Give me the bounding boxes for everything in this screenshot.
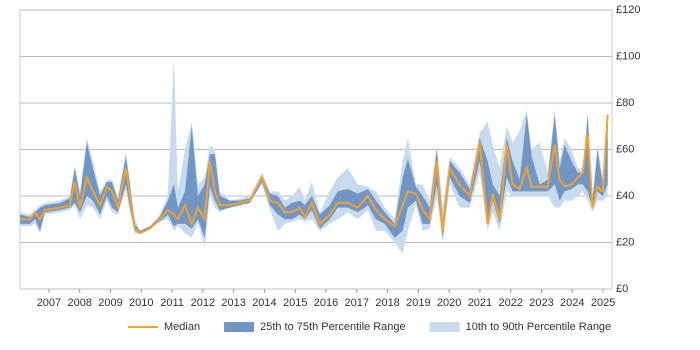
y-tick-label: £40 xyxy=(616,190,634,202)
legend-swatch xyxy=(224,322,255,332)
x-tick-label: 2016 xyxy=(314,297,338,309)
legend-label: Median xyxy=(164,321,200,333)
x-tick-label: 2017 xyxy=(345,297,369,309)
x-tick-label: 2009 xyxy=(98,297,122,309)
x-tick-label: 2011 xyxy=(160,297,184,309)
x-tick-label: 2018 xyxy=(375,297,399,309)
y-tick-label: £80 xyxy=(616,97,634,109)
legend-label: 10th to 90th Percentile Range xyxy=(466,321,612,333)
x-tick-label: 2022 xyxy=(498,297,522,309)
range-band xyxy=(20,56,608,255)
y-tick-label: £20 xyxy=(616,236,634,248)
x-tick-label: 2010 xyxy=(129,297,153,309)
legend-swatch xyxy=(429,322,460,332)
x-tick-label: 2020 xyxy=(437,297,461,309)
y-tick-label: £100 xyxy=(616,50,640,62)
x-tick-label: 2025 xyxy=(591,297,615,309)
y-tick-label: £120 xyxy=(616,4,640,16)
x-tick-label: 2024 xyxy=(560,297,584,309)
x-tick-label: 2019 xyxy=(406,297,430,309)
x-tick-label: 2008 xyxy=(67,297,91,309)
legend-label: 25th to 75th Percentile Range xyxy=(260,321,406,333)
x-tick-label: 2012 xyxy=(191,297,215,309)
x-tick-label: 2023 xyxy=(529,297,553,309)
range-band xyxy=(20,114,608,238)
x-tick-label: 2021 xyxy=(468,297,492,309)
x-tick-label: 2015 xyxy=(283,297,307,309)
x-tick-label: 2013 xyxy=(221,297,245,309)
x-tick-label: 2014 xyxy=(252,297,276,309)
y-tick-label: £60 xyxy=(616,143,634,155)
x-tick-label: 2007 xyxy=(37,297,61,309)
y-tick-label: £0 xyxy=(616,283,628,295)
median-line xyxy=(20,114,609,235)
